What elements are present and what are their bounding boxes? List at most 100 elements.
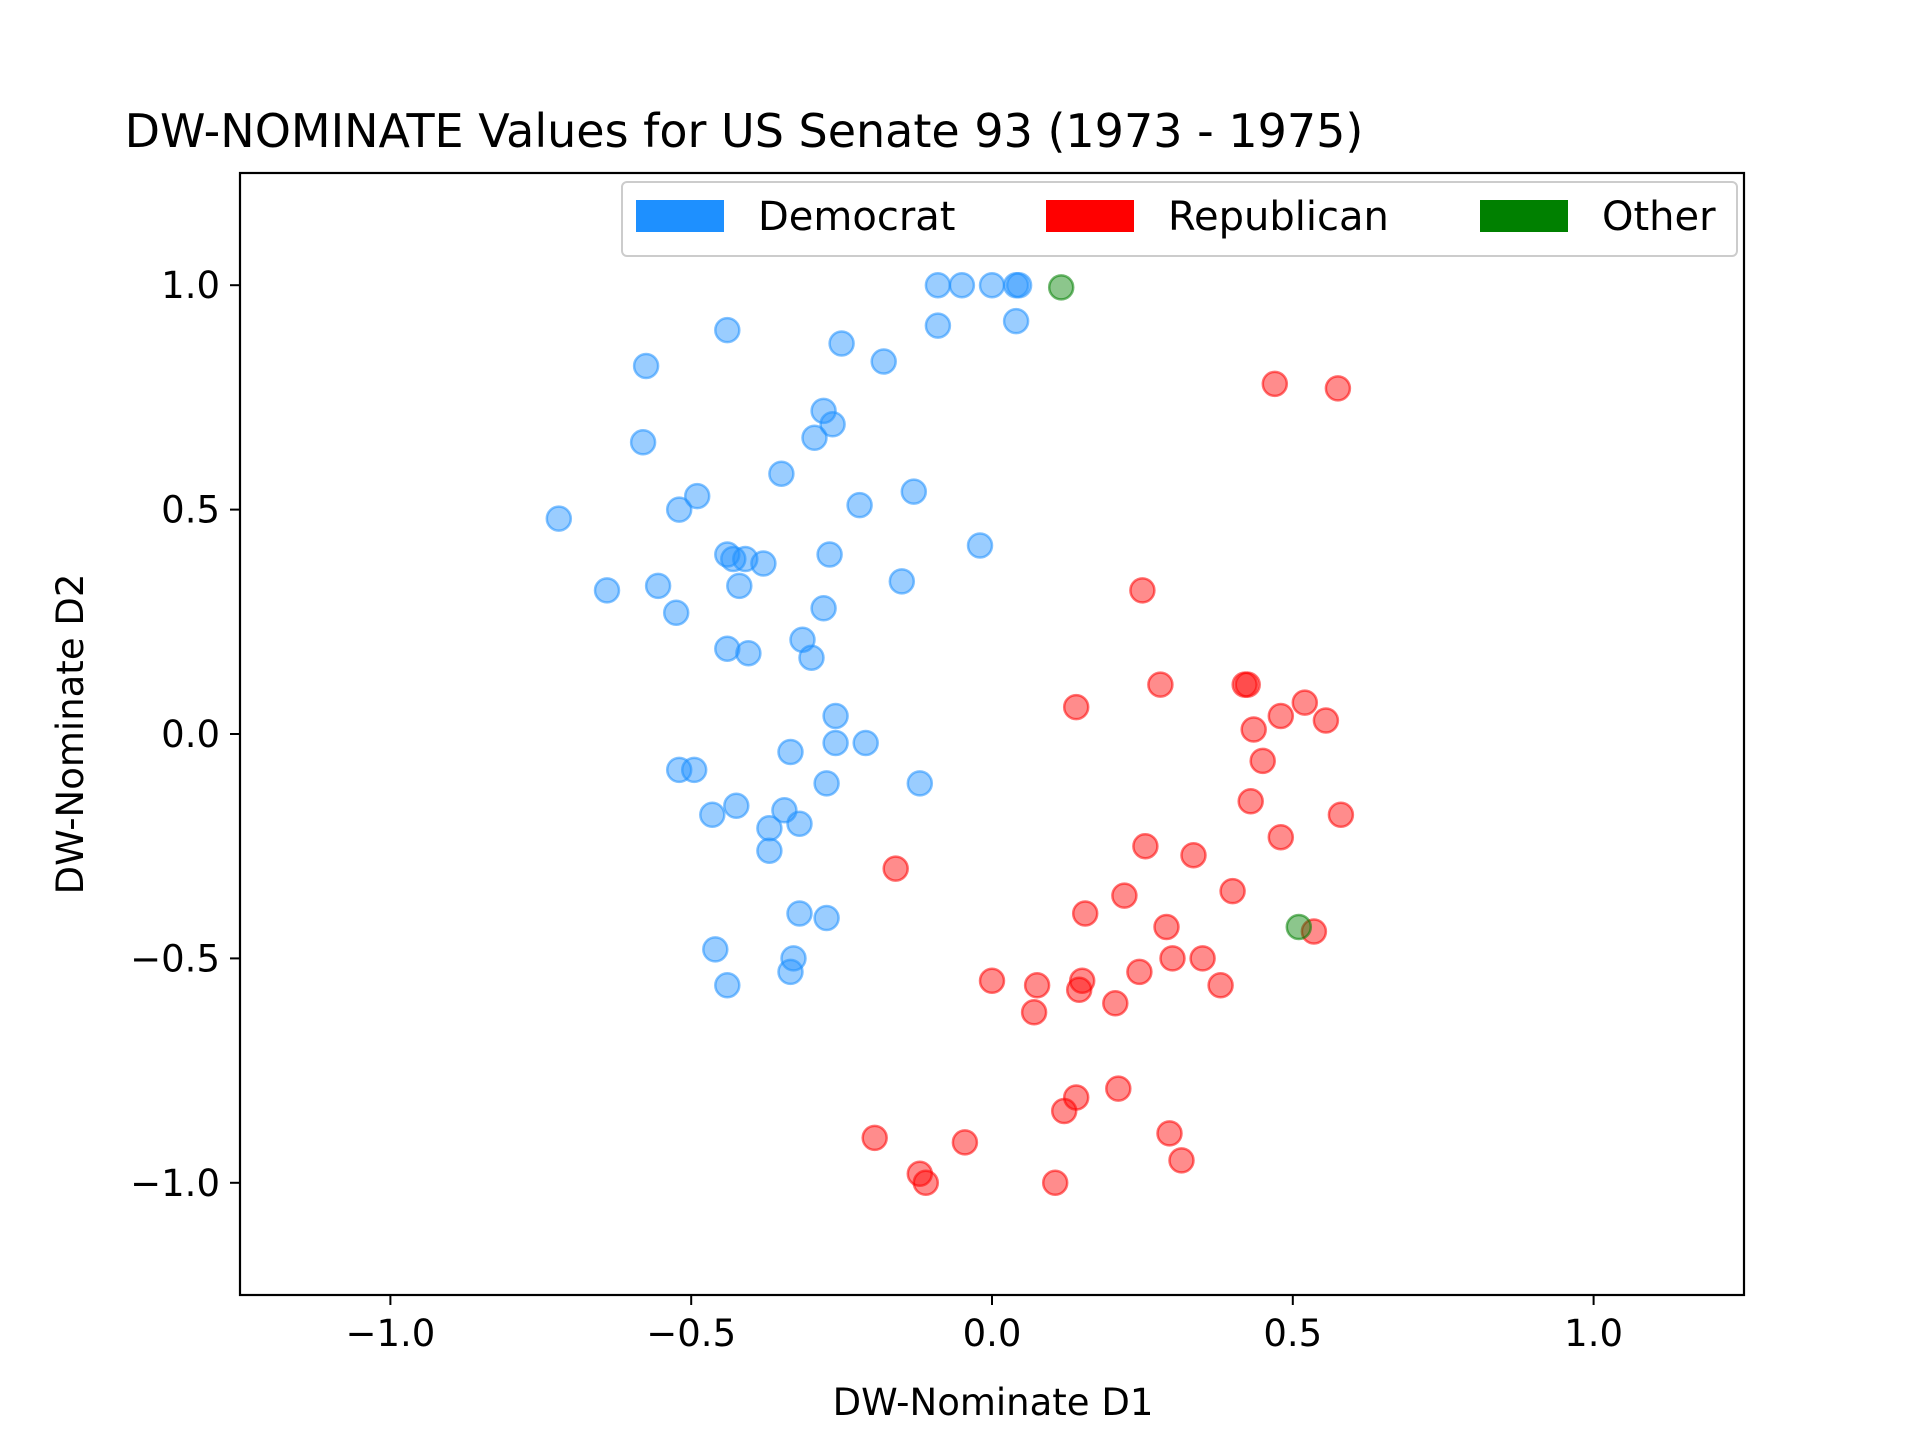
democrat-point [924, 271, 952, 299]
republican-point [1312, 707, 1340, 734]
democrat-point [822, 702, 849, 730]
x-axis-label: DW-Nominate D1 [833, 1381, 1154, 1424]
x-tick-label: 0.0 [963, 1312, 1022, 1355]
chart-title: DW-NOMINATE Values for US Senate 93 (197… [125, 104, 1364, 158]
democrat-point [1002, 307, 1030, 335]
democrat-point [801, 424, 828, 452]
democrat-point [813, 770, 840, 797]
republican-point [1126, 958, 1153, 986]
democrat-point [798, 644, 825, 671]
democrat-point [777, 738, 804, 766]
democrat-point [966, 532, 994, 559]
democrat-point [699, 801, 726, 829]
democrat-point [680, 756, 708, 784]
y-tick-label: 0.5 [161, 489, 220, 532]
democrat-point [786, 810, 813, 838]
democrat-point [714, 972, 741, 999]
legend-entries: Democrat Republican Other [636, 194, 1716, 240]
democrat-point [816, 541, 843, 568]
democrat-point [828, 330, 855, 357]
legend-frame [621, 181, 1738, 257]
x-axis: −1.0 −0.5 0.0 0.5 1.0 [345, 1295, 1623, 1355]
democrat-point [810, 397, 837, 425]
republican-point [1071, 900, 1099, 927]
democrat-point [735, 639, 762, 667]
republican-point [951, 1129, 979, 1156]
legend-swatch-republican [1046, 200, 1134, 232]
x-tick-label: −1.0 [345, 1312, 435, 1355]
democrat-point [813, 904, 840, 932]
x-tick-label: 1.0 [1564, 1312, 1623, 1355]
republican-point [1168, 1147, 1195, 1174]
democrat-point [644, 572, 672, 600]
democrat-point [714, 316, 741, 344]
republican-point [1156, 1120, 1183, 1147]
republican-point [1267, 823, 1295, 851]
republican-point [1129, 577, 1156, 604]
republican-point [1327, 801, 1355, 829]
democrat-point [810, 595, 837, 622]
republican-point [1207, 972, 1234, 999]
legend-swatch-democrat [636, 200, 724, 232]
democrat-point [888, 568, 916, 595]
republican-point [1111, 882, 1138, 909]
legend-label-democrat: Democrat [758, 194, 955, 240]
democrat-point [665, 496, 693, 523]
democrat-point [924, 312, 952, 339]
democrat-point [662, 599, 690, 627]
legend-label-republican: Republican [1168, 194, 1389, 240]
republican-point [882, 855, 909, 882]
republican-point [1062, 693, 1090, 721]
republican-point [1189, 945, 1216, 972]
democrat-point [870, 348, 897, 375]
democrat-point [750, 550, 777, 577]
democrat-point [683, 482, 711, 510]
republican-point [1240, 716, 1267, 743]
republican-point [1153, 913, 1180, 941]
republican-point [1102, 990, 1129, 1017]
democrat-point [756, 837, 783, 864]
legend: Democrat Republican Other [621, 181, 1738, 257]
republican-point [1237, 788, 1264, 815]
democrat-point [948, 271, 976, 299]
democrat-point [1005, 271, 1033, 299]
democrat-point [900, 478, 928, 505]
democrat-point [978, 271, 1006, 299]
points-layer [545, 271, 1355, 1197]
republican-point [912, 1169, 940, 1197]
republican-point [1147, 671, 1174, 698]
democrat-point [593, 577, 621, 604]
other-point [1285, 913, 1313, 941]
democrat-point [756, 814, 783, 842]
republican-point [1105, 1075, 1132, 1102]
legend-swatch-other [1480, 200, 1568, 232]
democrat-point [777, 958, 804, 986]
democrat-point [723, 792, 750, 820]
republican-point [1132, 832, 1159, 860]
republican-point [1324, 375, 1352, 402]
y-tick-label: 1.0 [161, 264, 220, 307]
legend-label-other: Other [1602, 194, 1716, 240]
democrat-point [786, 900, 813, 927]
x-tick-label: −0.5 [646, 1312, 736, 1355]
republican-point [1050, 1097, 1078, 1125]
democrat-point [819, 411, 846, 438]
republican-point [861, 1124, 888, 1152]
republican-point [978, 967, 1006, 995]
y-tick-label: −0.5 [130, 937, 220, 980]
republican-point [1159, 945, 1186, 972]
democrat-point [545, 505, 573, 532]
democrat-point [702, 936, 729, 963]
democrat-point [852, 729, 879, 757]
democrat-point [906, 770, 934, 797]
democrat-point [768, 460, 795, 487]
republican-point [1219, 877, 1246, 905]
y-axis-label: DW-Nominate D2 [49, 574, 92, 895]
y-tick-label: −1.0 [130, 1162, 220, 1205]
democrat-point [726, 572, 753, 600]
republican-point [1291, 689, 1319, 716]
republican-point [1041, 1169, 1069, 1197]
other-point [1047, 274, 1075, 301]
